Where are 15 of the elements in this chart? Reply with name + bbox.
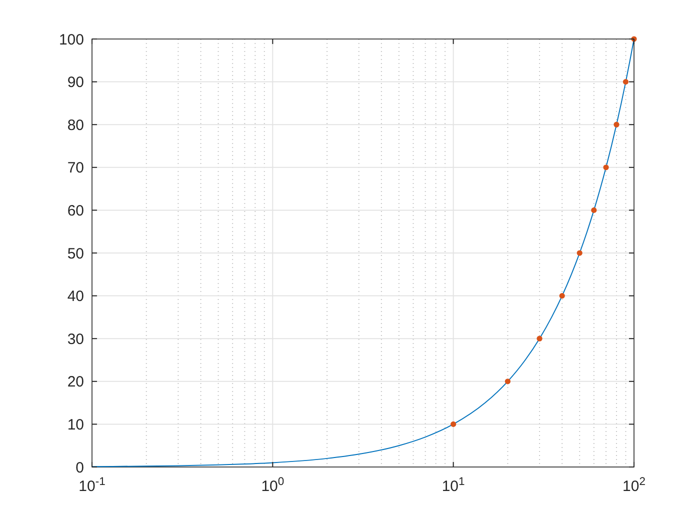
y-tick-label: 30 — [67, 330, 84, 348]
y-tick-label: 90 — [67, 74, 84, 92]
x-tick-label: 10$^{-1}$ — [78, 476, 106, 495]
x-tick-label: 10$^{1}$ — [442, 476, 465, 495]
y-tick-label: 80 — [67, 116, 84, 134]
x-tick-label: 10$^{2}$ — [622, 476, 646, 495]
y-tick-label: 70 — [67, 160, 84, 177]
y-tick-label: 40 — [67, 288, 84, 306]
y-tick-label: 50 — [67, 245, 84, 262]
y-tick-label: 10 — [67, 416, 84, 434]
y-tick-label: 20 — [67, 374, 84, 391]
y-tick-label: 60 — [67, 202, 84, 220]
x-tick-label: 10$^{0}$ — [261, 476, 284, 495]
y-tick-label: 100 — [58, 31, 84, 48]
y-tick-label: 0 — [76, 459, 84, 476]
